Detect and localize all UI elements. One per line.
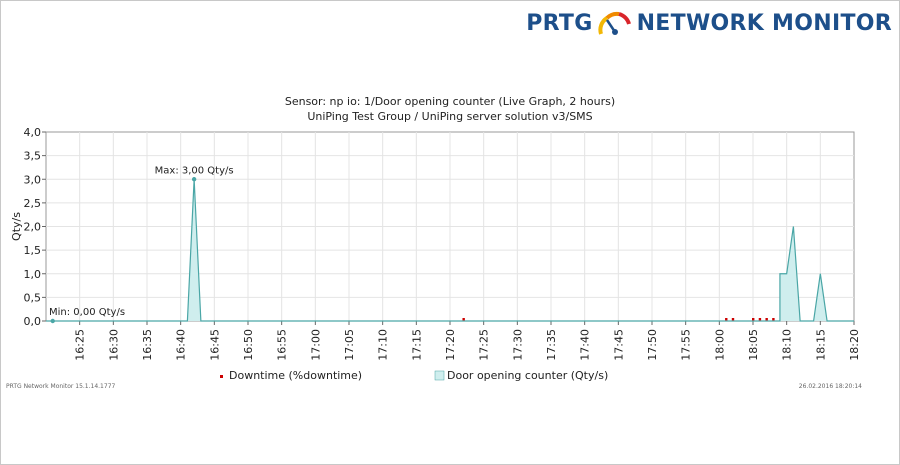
y-tick-label: 2,0 xyxy=(24,221,42,234)
annotation-point xyxy=(50,318,55,324)
x-tick-label: 16:40 xyxy=(175,329,188,361)
y-tick-label: 1,5 xyxy=(24,244,42,257)
x-tick-label: 16:25 xyxy=(74,329,87,361)
brand-right: NETWORK MONITOR xyxy=(636,10,892,36)
y-tick-label: 0,0 xyxy=(24,315,42,328)
downtime-marker xyxy=(765,318,768,321)
legend-series-swatch xyxy=(434,370,445,381)
x-tick-label: 18:10 xyxy=(781,329,794,361)
annotation-point xyxy=(191,177,197,182)
x-tick-label: 16:45 xyxy=(208,329,221,361)
chart-title: Sensor: np io: 1/Door opening counter (L… xyxy=(284,95,616,108)
footer-version: PRTG Network Monitor 15.1.14.1777 xyxy=(6,383,116,390)
brand-left: PRTG xyxy=(526,10,593,36)
downtime-marker xyxy=(725,318,728,321)
x-tick-label: 17:05 xyxy=(343,329,356,361)
chart-subtitle: UniPing Test Group / UniPing server solu… xyxy=(307,110,593,123)
y-tick-label: 1,0 xyxy=(24,268,42,281)
x-tick-label: 18:00 xyxy=(713,329,726,361)
downtime-marker xyxy=(758,318,762,321)
footer-timestamp: 26.02.2016 18:20:14 xyxy=(798,383,862,390)
downtime-marker xyxy=(462,318,465,321)
downtime-marker xyxy=(752,318,755,321)
x-tick-label: 17:25 xyxy=(478,329,491,361)
gauge-icon xyxy=(598,11,631,35)
legend-series-label: Door opening counter (Qty/s) xyxy=(447,369,608,382)
x-tick-label: 16:55 xyxy=(276,329,289,361)
downtime-marker xyxy=(772,318,775,321)
legend-downtime-swatch xyxy=(220,375,223,378)
y-tick-label: 3,0 xyxy=(24,173,42,186)
x-tick-label: 17:00 xyxy=(309,329,322,361)
x-tick-label: 17:35 xyxy=(545,329,558,361)
prtg-logo: PRTG NETWORK MONITOR xyxy=(526,6,892,40)
legend-downtime-label: Downtime (%downtime) xyxy=(229,369,362,382)
downtime-marker xyxy=(731,318,735,321)
y-tick-label: 4,0 xyxy=(24,126,42,139)
x-tick-label: 16:35 xyxy=(141,329,154,361)
y-tick-label: 0,5 xyxy=(24,291,42,304)
annotation-min-label: Min: 0,00 Qty/s xyxy=(49,307,125,318)
annotation-max-label: Max: 3,00 Qty/s xyxy=(155,165,234,176)
x-tick-label: 17:30 xyxy=(511,329,524,361)
x-tick-label: 18:20 xyxy=(848,329,861,361)
y-tick-label: 3,5 xyxy=(24,150,42,163)
x-tick-label: 18:15 xyxy=(814,329,827,361)
x-tick-label: 17:45 xyxy=(612,329,625,361)
x-tick-label: 17:10 xyxy=(377,329,390,361)
x-tick-label: 17:15 xyxy=(410,329,423,361)
x-tick-label: 16:30 xyxy=(107,329,120,361)
x-tick-label: 16:50 xyxy=(242,329,255,361)
y-axis-label: Qty/s xyxy=(10,212,23,241)
x-tick-label: 17:20 xyxy=(444,329,457,361)
x-tick-label: 17:40 xyxy=(579,329,592,361)
series-line xyxy=(46,179,854,322)
x-tick-label: 17:55 xyxy=(680,329,693,361)
x-tick-label: 17:50 xyxy=(646,329,659,361)
x-tick-label: 18:05 xyxy=(747,329,760,361)
y-tick-label: 2,5 xyxy=(24,197,42,210)
